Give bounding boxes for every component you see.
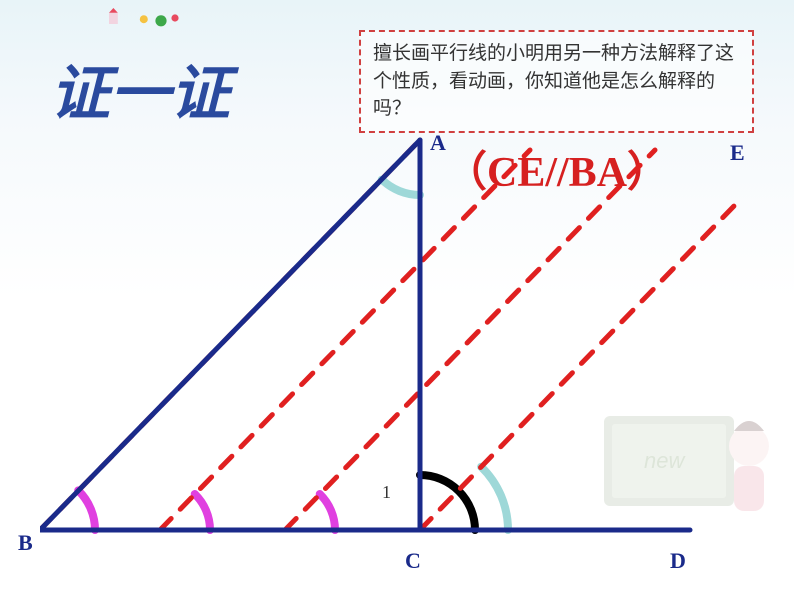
point-e-label: E [730,140,745,166]
point-a-label: A [430,130,446,156]
point-d-label: D [670,548,686,574]
svg-text:new: new [644,448,686,473]
explanation-box: 擅长画平行线的小明用另一种方法解释了这个性质，看动画，你知道他是怎么解释的吗？ [359,30,754,133]
decor-top-left [65,0,185,40]
decor-bottom-right: new [594,376,774,536]
page-title: 证一证 [50,45,230,132]
point-c-label: C [405,548,421,574]
point-b-label: B [18,530,33,556]
angle-1-label: 1 [382,482,391,503]
